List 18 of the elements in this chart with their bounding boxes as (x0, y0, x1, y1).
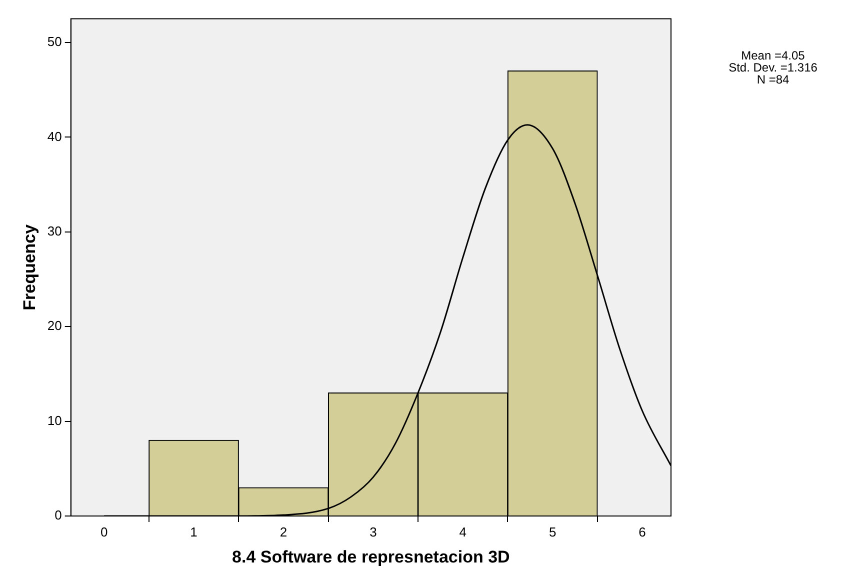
y-tick-label: 20 (47, 318, 62, 334)
x-tick-label: 2 (280, 524, 288, 540)
y-tick-label: 0 (54, 508, 62, 523)
x-tick-label: 3 (370, 524, 377, 540)
x-tick-label: 5 (548, 524, 556, 540)
y-tick-label: 30 (47, 223, 62, 238)
text: N =84 (756, 72, 790, 86)
text: Std. Dev. =1.316 (728, 60, 818, 74)
text: Mean =4.05 (741, 48, 806, 62)
y-tick-label: 50 (47, 34, 62, 50)
x-tick-label: 0 (100, 524, 108, 540)
x-tick-label: 1 (190, 524, 198, 540)
y-tick-label: 10 (47, 412, 62, 428)
x-axis-title: 8.4 Software de represnetacion 3D (232, 547, 510, 566)
x-tick-label: 6 (638, 524, 646, 540)
x-tick-label: 4 (459, 524, 466, 540)
y-tick-label: 40 (47, 128, 62, 144)
y-axis-title: Frequency (20, 224, 39, 310)
